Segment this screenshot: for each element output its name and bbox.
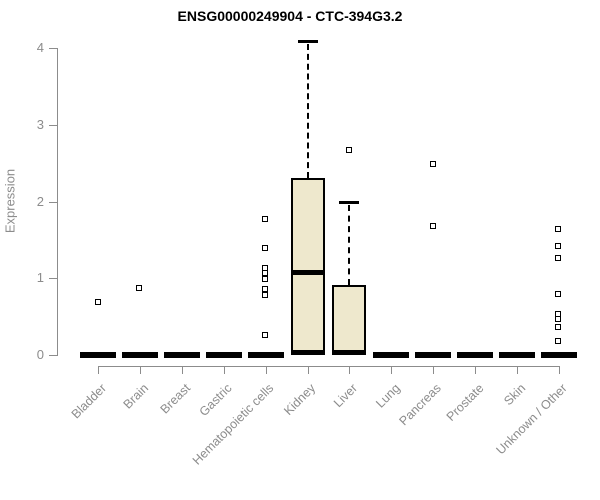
y-axis-tick <box>49 124 57 126</box>
outlier-point <box>555 337 562 344</box>
outlier-point <box>94 298 101 305</box>
x-axis-tick <box>517 367 518 374</box>
outlier-point <box>429 161 436 168</box>
outlier-point <box>555 226 562 233</box>
zero-box-dash <box>457 352 494 358</box>
y-axis-tick <box>49 201 57 203</box>
outlier-point <box>429 223 436 230</box>
x-axis-tick <box>558 367 560 374</box>
outlier-point <box>555 254 562 261</box>
y-axis-tick <box>49 278 57 280</box>
zero-box-dash <box>415 352 452 358</box>
y-tick-label: 0 <box>36 347 44 362</box>
x-axis-line <box>98 366 560 367</box>
outlier-point <box>262 270 269 277</box>
outlier-point <box>555 242 562 249</box>
outlier-point <box>262 332 269 339</box>
outlier-point <box>262 286 269 293</box>
zero-box-dash <box>205 352 242 358</box>
x-tick-label: Skin <box>500 381 528 409</box>
x-tick-label: Hematopoietic cells <box>190 381 277 468</box>
x-axis-tick <box>265 367 267 374</box>
box <box>290 177 325 355</box>
zero-box-dash <box>121 352 158 358</box>
x-tick-label: Lung <box>372 381 403 411</box>
y-axis-line <box>57 48 58 356</box>
zero-box-dash <box>499 352 535 358</box>
y-tick-label: 2 <box>36 193 44 209</box>
x-tick-label: Breast <box>157 381 193 417</box>
x-axis-tick <box>391 367 393 374</box>
x-axis-tick <box>181 367 183 374</box>
x-tick-label: Pancreas <box>396 381 445 429</box>
outlier-point <box>345 146 352 153</box>
x-tick-label: Bladder <box>68 381 109 422</box>
median-line <box>290 270 325 276</box>
box <box>332 285 367 355</box>
x-axis-tick <box>223 367 225 374</box>
outlier-point <box>555 316 562 323</box>
zero-box-dash <box>373 352 410 358</box>
chart-title: ENSG00000249904 - CTC-394G3.2 <box>177 8 403 24</box>
x-axis-tick <box>433 367 435 374</box>
x-axis-tick <box>475 367 477 374</box>
outlier-point <box>262 244 269 251</box>
x-tick-label: Prostate <box>443 381 487 424</box>
zero-box-dash <box>247 352 284 358</box>
y-axis-tick <box>49 48 57 49</box>
x-axis-tick <box>349 367 351 374</box>
outlier-point <box>136 284 143 291</box>
x-axis-tick <box>307 367 309 374</box>
zero-box-dash <box>540 352 577 358</box>
y-tick-label: 3 <box>36 116 44 132</box>
outlier-point <box>555 323 562 330</box>
outlier-point <box>262 276 269 283</box>
x-tick-label: Liver <box>331 381 361 411</box>
outlier-point <box>555 290 562 297</box>
whisker-line <box>306 44 309 178</box>
x-axis-tick <box>139 367 141 374</box>
y-tick-label: 1 <box>36 270 44 286</box>
x-axis-tick <box>98 367 99 374</box>
y-tick-label: 4 <box>36 40 44 55</box>
x-tick-label: Kidney <box>281 381 319 418</box>
zero-box-dash <box>163 352 200 358</box>
outlier-point <box>262 292 269 299</box>
whisker-cap <box>297 40 318 44</box>
x-tick-label: Gastric <box>196 381 235 419</box>
y-axis-tick <box>49 355 57 356</box>
zero-box-dash <box>80 352 116 358</box>
whisker-cap <box>339 200 360 204</box>
whisker-line <box>348 204 351 286</box>
outlier-point <box>262 216 269 223</box>
x-tick-label: Brain <box>120 381 151 412</box>
